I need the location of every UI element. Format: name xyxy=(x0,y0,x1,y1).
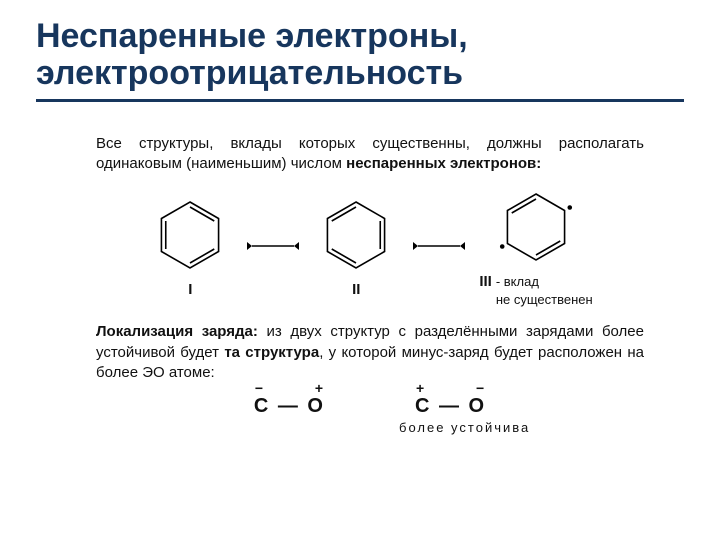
bond-b-text: C — O xyxy=(415,395,486,417)
resonance-diagram: I II III - вклад не существенен xyxy=(96,184,644,308)
double-arrow-1 xyxy=(247,238,299,254)
hex-2-svg xyxy=(313,192,399,278)
hex-3-label: III xyxy=(479,272,492,292)
bond-a-c-charge: − xyxy=(255,379,265,398)
hex-3: III - вклад не существенен xyxy=(479,184,592,308)
hex-2: II xyxy=(313,192,399,300)
p1-bold: неспаренных электронов: xyxy=(346,155,541,172)
hex-3-svg xyxy=(493,184,579,270)
bond-b-o-charge: − xyxy=(476,379,486,398)
slide-title: Неспаренные электроны, электроотрицатель… xyxy=(36,18,684,93)
hex-3-note2: не существенен xyxy=(496,292,593,307)
hex-1: I xyxy=(147,192,233,300)
hex-2-label: II xyxy=(352,280,360,300)
bond-b-caption: более устойчива xyxy=(399,419,530,437)
bond-a: − + C — O xyxy=(254,393,325,420)
bond-b: + − C — O более устойчива xyxy=(415,393,486,420)
bond-row: − + C — O + − C — O более устойчива xyxy=(96,393,644,420)
slide-body: Все структуры, вклады которых существенн… xyxy=(36,124,684,420)
bond-a-text: C — O xyxy=(254,395,325,417)
hex-1-label: I xyxy=(188,280,192,300)
hex-3-note1: - вклад xyxy=(496,274,539,289)
bond-a-o-charge: + xyxy=(315,379,325,398)
bond-b-c-charge: + xyxy=(416,379,426,398)
paragraph-2: Локализация заряда: из двух структур с р… xyxy=(96,322,644,383)
p2-lead: Локализация заряда: xyxy=(96,323,258,340)
p2-bold: та структура xyxy=(224,344,319,361)
paragraph-1: Все структуры, вклады которых существенн… xyxy=(96,134,644,175)
title-underline xyxy=(36,99,684,102)
double-arrow-2 xyxy=(413,238,465,254)
hex-1-svg xyxy=(147,192,233,278)
